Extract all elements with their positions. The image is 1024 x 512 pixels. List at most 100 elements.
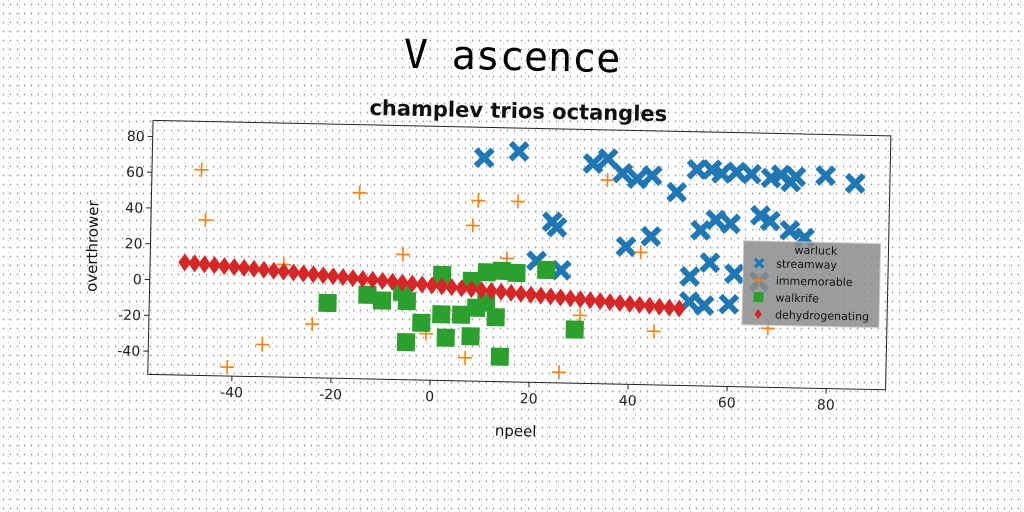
point-dehydrogenating-42: [593, 292, 607, 311]
point-dehydrogenating-7: [247, 259, 261, 278]
point-dehydrogenating-6: [237, 258, 251, 277]
point-streamway-20: [546, 216, 568, 238]
point-immemorable-0: [194, 162, 209, 177]
point-immemorable-14: [458, 350, 473, 365]
legend-marker-walkrife: [753, 292, 764, 303]
point-dehydrogenating-30: [474, 281, 488, 300]
y-tick: -40: [117, 343, 149, 360]
y-tick-label: -20: [118, 308, 141, 324]
legend-label-dehydrogenating: dehydrogenating: [775, 308, 869, 323]
point-streamway-34: [723, 263, 745, 285]
y-tick: 80: [127, 129, 153, 145]
x-tick-label: 60: [718, 395, 736, 411]
point-streamway-5: [626, 168, 648, 190]
point-streamway-0: [473, 147, 495, 169]
y-tick: 20: [124, 236, 151, 253]
point-immemorable-12: [255, 337, 270, 352]
point-walkrife-11: [396, 332, 416, 352]
point-immemorable-2: [352, 185, 367, 200]
point-dehydrogenating-2: [198, 255, 212, 274]
point-dehydrogenating-50: [672, 299, 686, 318]
point-dehydrogenating-16: [336, 268, 350, 287]
point-walkrife-12: [490, 347, 510, 366]
point-immemorable-15: [551, 365, 566, 380]
point-dehydrogenating-24: [415, 275, 429, 294]
point-walkrife-5: [451, 305, 471, 324]
point-dehydrogenating-46: [633, 295, 647, 314]
point-walkrife-21: [358, 285, 377, 305]
point-streamway-2: [582, 153, 604, 175]
point-walkrife-18: [507, 263, 526, 283]
x-tick-label: 40: [619, 393, 637, 409]
point-dehydrogenating-49: [662, 298, 676, 317]
point-dehydrogenating-44: [613, 293, 627, 312]
x-tick-label: -40: [220, 385, 243, 401]
point-streamway-1: [508, 140, 530, 162]
point-dehydrogenating-12: [296, 264, 310, 283]
x-tick: 80: [817, 388, 835, 414]
point-streamway-27: [759, 210, 781, 232]
point-dehydrogenating-31: [484, 282, 498, 300]
point-immemorable-1: [198, 212, 213, 227]
point-dehydrogenating-21: [385, 272, 399, 291]
point-dehydrogenating-1: [188, 254, 202, 273]
x-tick: 0: [425, 380, 434, 405]
point-dehydrogenating-33: [504, 283, 518, 302]
point-dehydrogenating-29: [465, 280, 479, 299]
x-tick: -20: [319, 378, 342, 403]
point-dehydrogenating-37: [544, 287, 558, 306]
point-dehydrogenating-32: [494, 282, 508, 301]
point-dehydrogenating-47: [643, 296, 657, 315]
point-immemorable-18: [572, 308, 587, 323]
point-streamway-25: [720, 213, 742, 235]
point-walkrife-10: [461, 327, 480, 346]
point-dehydrogenating-0: [178, 253, 192, 272]
point-streamway-38: [718, 293, 740, 315]
x-tick: -40: [220, 376, 243, 401]
point-dehydrogenating-34: [514, 284, 528, 303]
point-walkrife-14: [432, 265, 452, 285]
x-axis-label: npeel: [495, 422, 537, 441]
y-tick-label: -40: [117, 343, 140, 359]
point-dehydrogenating-39: [563, 289, 577, 308]
point-dehydrogenating-13: [306, 265, 320, 284]
point-dehydrogenating-23: [405, 274, 419, 293]
point-walkrife-3: [412, 313, 431, 332]
point-dehydrogenating-14: [316, 266, 330, 285]
point-walkrife-19: [537, 260, 556, 280]
point-dehydrogenating-9: [267, 261, 281, 280]
point-dehydrogenating-17: [346, 269, 360, 288]
point-dehydrogenating-36: [534, 286, 548, 305]
y-axis: -40 -20 0 20 40 60 80: [117, 129, 153, 360]
point-streamway-21: [615, 236, 637, 258]
point-dehydrogenating-35: [524, 285, 538, 304]
x-tick: 40: [619, 384, 637, 410]
x-tick: 20: [520, 382, 538, 407]
point-streamway-33: [679, 266, 701, 288]
legend-marker-streamway: [753, 257, 765, 269]
point-dehydrogenating-3: [207, 256, 221, 275]
y-tick: 0: [133, 272, 150, 288]
series-dehydrogenating: [178, 253, 686, 318]
point-dehydrogenating-28: [455, 279, 469, 298]
point-dehydrogenating-25: [425, 276, 439, 295]
y-tick-label: 60: [126, 165, 144, 181]
point-streamway-37: [693, 294, 715, 316]
x-axis: -40 -20 0 20 40 60 80: [220, 376, 835, 414]
point-dehydrogenating-18: [356, 270, 370, 289]
legend-marker-dehydrogenating: [754, 309, 762, 320]
point-dehydrogenating-43: [603, 293, 617, 312]
point-streamway-22: [640, 225, 662, 247]
point-dehydrogenating-5: [227, 258, 241, 277]
point-immemorable-11: [305, 317, 320, 332]
point-walkrife-16: [477, 263, 496, 282]
point-walkrife-0: [318, 293, 337, 313]
point-walkrife-8: [486, 308, 505, 327]
y-axis-label: overthrower: [82, 199, 102, 292]
point-dehydrogenating-41: [583, 291, 597, 310]
y-tick-label: 20: [124, 236, 142, 252]
point-dehydrogenating-20: [376, 271, 390, 290]
legend-title: warluck: [794, 244, 838, 258]
point-dehydrogenating-40: [573, 290, 587, 309]
